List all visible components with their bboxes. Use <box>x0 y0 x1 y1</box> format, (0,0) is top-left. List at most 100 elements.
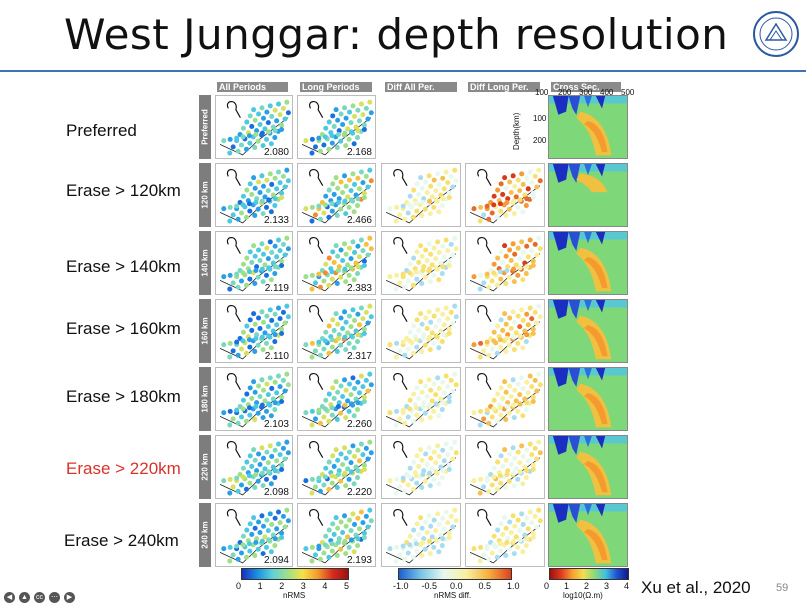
station-marker <box>525 186 531 192</box>
station-marker <box>517 188 523 194</box>
row-side-label: Preferred <box>199 95 211 159</box>
station-marker <box>262 126 268 132</box>
pointer-icon[interactable]: ▲ <box>19 592 30 603</box>
nrms-value: 2.383 <box>346 283 372 294</box>
station-marker <box>427 211 433 217</box>
station-marker <box>253 471 259 477</box>
station-marker <box>515 408 521 414</box>
station-marker <box>338 410 344 416</box>
station-marker <box>262 330 268 336</box>
station-marker <box>256 247 262 253</box>
station-marker <box>269 181 275 187</box>
nrms-value: 2.220 <box>346 487 372 498</box>
station-marker <box>352 113 358 119</box>
more-icon[interactable]: ⋯ <box>49 592 60 603</box>
station-marker <box>227 150 233 156</box>
captions-icon[interactable]: cc <box>34 592 45 603</box>
station-marker <box>326 459 332 465</box>
station-marker <box>414 412 420 418</box>
resistor-body-2 <box>568 96 581 115</box>
station-marker <box>253 267 259 273</box>
station-marker <box>243 214 249 220</box>
station-marker <box>346 476 352 482</box>
lake-outline <box>309 305 324 322</box>
station-marker <box>494 214 500 220</box>
station-marker <box>523 475 529 481</box>
station-marker <box>321 346 327 352</box>
citation: Xu et al., 2020 <box>641 578 751 597</box>
station-marker <box>520 209 526 215</box>
station-marker <box>352 453 358 459</box>
station-marker <box>267 307 273 313</box>
station-marker <box>397 280 403 286</box>
station-marker <box>524 400 530 406</box>
station-marker <box>494 282 500 288</box>
station-marker <box>527 237 533 243</box>
station-marker <box>508 189 514 195</box>
station-marker <box>260 143 266 149</box>
station-marker <box>246 201 252 207</box>
nrms-value: 2.098 <box>263 487 289 498</box>
station-marker <box>520 481 526 487</box>
resistivity-cross-section <box>549 232 627 294</box>
station-marker <box>316 543 322 549</box>
station-marker <box>484 475 490 481</box>
station-marker <box>530 258 536 264</box>
previous-icon[interactable]: ◀ <box>4 592 15 603</box>
station-marker <box>517 528 523 534</box>
station-marker <box>517 324 523 330</box>
station-marker <box>416 191 422 197</box>
station-marker <box>402 216 408 222</box>
station-marker <box>436 249 442 255</box>
station-marker <box>534 524 540 530</box>
station-marker <box>422 342 428 348</box>
station-marker <box>436 481 442 487</box>
station-marker <box>356 526 362 532</box>
station-marker <box>260 115 267 121</box>
station-marker <box>440 515 446 521</box>
station-marker <box>336 400 342 406</box>
lake-outline <box>226 101 241 118</box>
station-marker <box>405 278 411 284</box>
resistor-body-2 <box>568 164 581 183</box>
station-marker <box>428 251 434 257</box>
title-rule <box>0 70 806 72</box>
station-marker <box>523 339 529 345</box>
station-marker <box>491 533 497 539</box>
station-marker <box>530 263 536 269</box>
station-marker <box>450 388 456 394</box>
station-marker <box>436 521 442 527</box>
station-marker <box>323 125 329 131</box>
station-marker <box>400 543 406 549</box>
station-marker <box>355 475 361 481</box>
station-marker <box>441 526 447 532</box>
station-marker <box>419 552 425 558</box>
station-marker <box>440 447 446 453</box>
station-marker <box>312 416 318 422</box>
station-marker <box>427 347 433 353</box>
station-marker <box>433 188 439 194</box>
station-marker <box>448 513 454 519</box>
station-marker <box>243 486 249 492</box>
station-marker <box>407 338 413 344</box>
station-map <box>469 235 543 292</box>
station-marker <box>524 536 530 542</box>
row-label: Erase > 180km <box>66 387 181 406</box>
station-marker <box>240 465 246 471</box>
all-periods-map: 2.098 <box>215 435 293 499</box>
station-marker <box>440 468 446 474</box>
station-marker <box>512 319 518 325</box>
colorbar-label: nRMS <box>283 591 306 600</box>
station-marker <box>260 415 266 421</box>
nrms-colorbar <box>241 568 349 580</box>
station-marker <box>348 460 354 466</box>
station-marker <box>251 107 257 113</box>
station-marker <box>275 169 282 175</box>
station-marker <box>277 452 283 458</box>
station-marker <box>400 339 406 345</box>
station-marker <box>230 212 236 218</box>
next-icon[interactable]: ▶ <box>64 592 75 603</box>
station-map <box>301 439 374 496</box>
station-marker <box>279 462 285 468</box>
column-header: Cross Sec. <box>551 82 621 92</box>
